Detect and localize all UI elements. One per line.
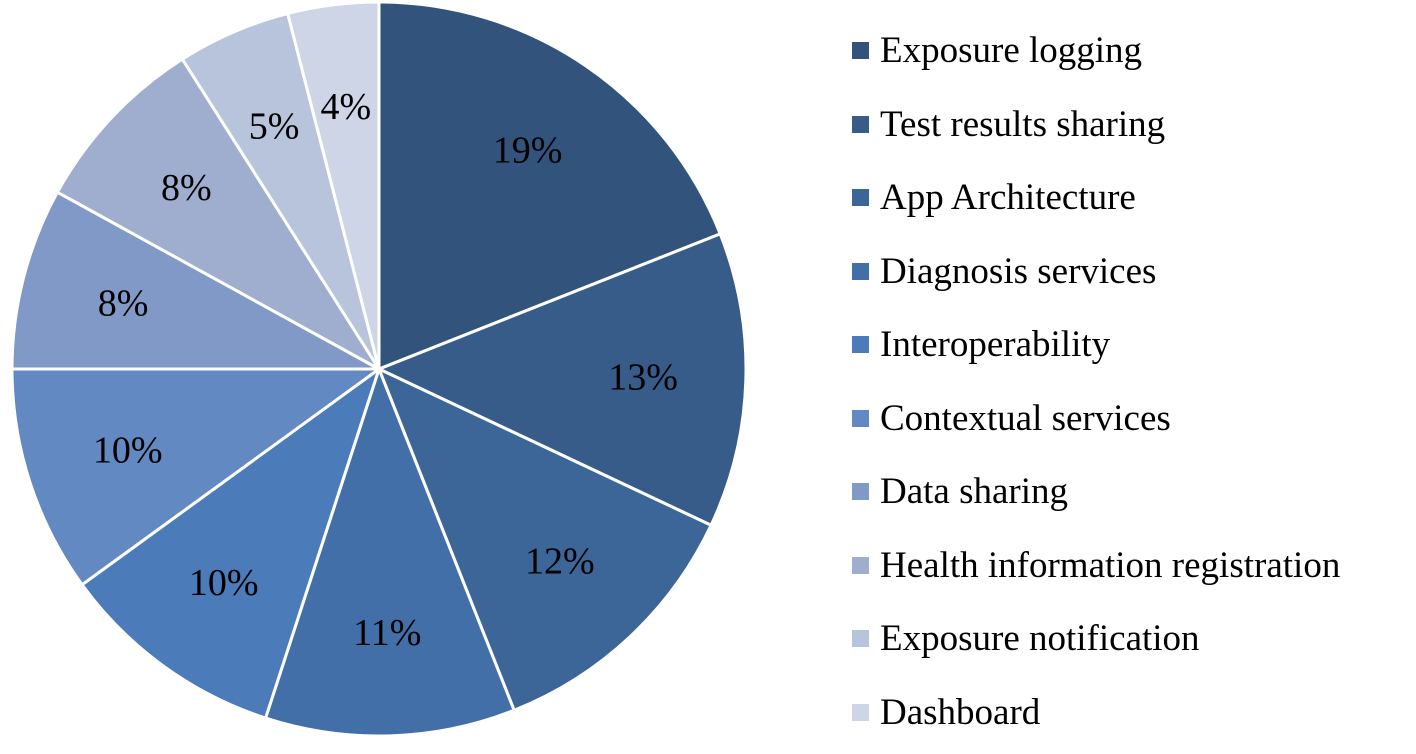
pie-chart-svg: 19% 13% 12% 11% 10% 10% 8% 8% 5% 4% xyxy=(10,0,748,738)
pie-slice-label-app-architecture: 12% xyxy=(525,541,595,583)
legend-item-exposure-notification: Exposure notification xyxy=(852,602,1412,676)
pie-slice-dashboard xyxy=(286,0,381,371)
legend-swatch xyxy=(852,630,869,648)
legend-swatch xyxy=(852,115,869,133)
pie-slice-label-exposure-notification: 5% xyxy=(249,105,300,147)
pie-slice-label-exposure-logging: 19% xyxy=(493,129,563,171)
legend-label: Interoperability xyxy=(880,324,1111,366)
pie-slice-data-sharing xyxy=(10,190,381,371)
pie-slice-labels: 19% 13% 12% 11% 10% 10% 8% 8% 5% 4% xyxy=(93,86,678,654)
legend-item-diagnosis-services: Diagnosis services xyxy=(852,235,1412,309)
pie-slice-interoperability xyxy=(80,367,381,720)
legend-swatch xyxy=(852,189,869,207)
legend-swatch xyxy=(852,409,869,427)
legend-label: Contextual services xyxy=(880,397,1171,439)
legend-label: Dashboard xyxy=(880,691,1041,733)
legend-swatch xyxy=(852,42,869,60)
pie-slice-health-information-registration xyxy=(55,57,381,371)
legend-item-health-information-registration: Health information registration xyxy=(852,529,1412,603)
pie-slice-label-data-sharing: 8% xyxy=(98,282,149,324)
legend-item-contextual-services: Contextual services xyxy=(852,382,1412,456)
pie-slice-label-contextual-services: 10% xyxy=(93,430,163,472)
legend-item-test-results-sharing: Test results sharing xyxy=(852,88,1412,162)
pie-slice-app-architecture xyxy=(377,367,713,712)
legend-label: Exposure logging xyxy=(880,30,1143,72)
pie-slice-contextual-services xyxy=(10,367,381,587)
legend-item-exposure-logging: Exposure logging xyxy=(852,14,1412,88)
pie-slice-label-test-results-sharing: 13% xyxy=(608,356,678,398)
legend-label: Exposure notification xyxy=(880,618,1200,660)
pie-slice-exposure-logging xyxy=(377,0,722,371)
legend: Exposure logging Test results sharing App … xyxy=(852,14,1412,749)
legend-item-dashboard: Dashboard xyxy=(852,676,1412,750)
pie-slices xyxy=(10,0,748,738)
legend-swatch xyxy=(852,703,869,721)
pie-slice-label-interoperability: 10% xyxy=(189,562,259,604)
legend-swatch xyxy=(852,336,869,354)
pie-slice-label-health-information-registration: 8% xyxy=(161,167,212,209)
legend-item-data-sharing: Data sharing xyxy=(852,455,1412,529)
legend-label: Diagnosis services xyxy=(880,250,1157,292)
pie-slice-label-dashboard: 4% xyxy=(321,86,372,128)
pie-slice-diagnosis-services xyxy=(264,367,516,738)
legend-label: Health information registration xyxy=(880,544,1341,586)
legend-item-app-architecture: App Architecture xyxy=(852,161,1412,235)
pie-slice-test-results-sharing xyxy=(377,232,748,527)
legend-label: Test results sharing xyxy=(880,103,1166,145)
legend-swatch xyxy=(852,262,869,280)
legend-swatch xyxy=(852,483,869,501)
legend-swatch xyxy=(852,556,869,574)
legend-label: App Architecture xyxy=(880,177,1136,219)
legend-item-interoperability: Interoperability xyxy=(852,308,1412,382)
legend-label: Data sharing xyxy=(880,471,1069,513)
pie-slice-label-diagnosis-services: 11% xyxy=(353,612,421,654)
